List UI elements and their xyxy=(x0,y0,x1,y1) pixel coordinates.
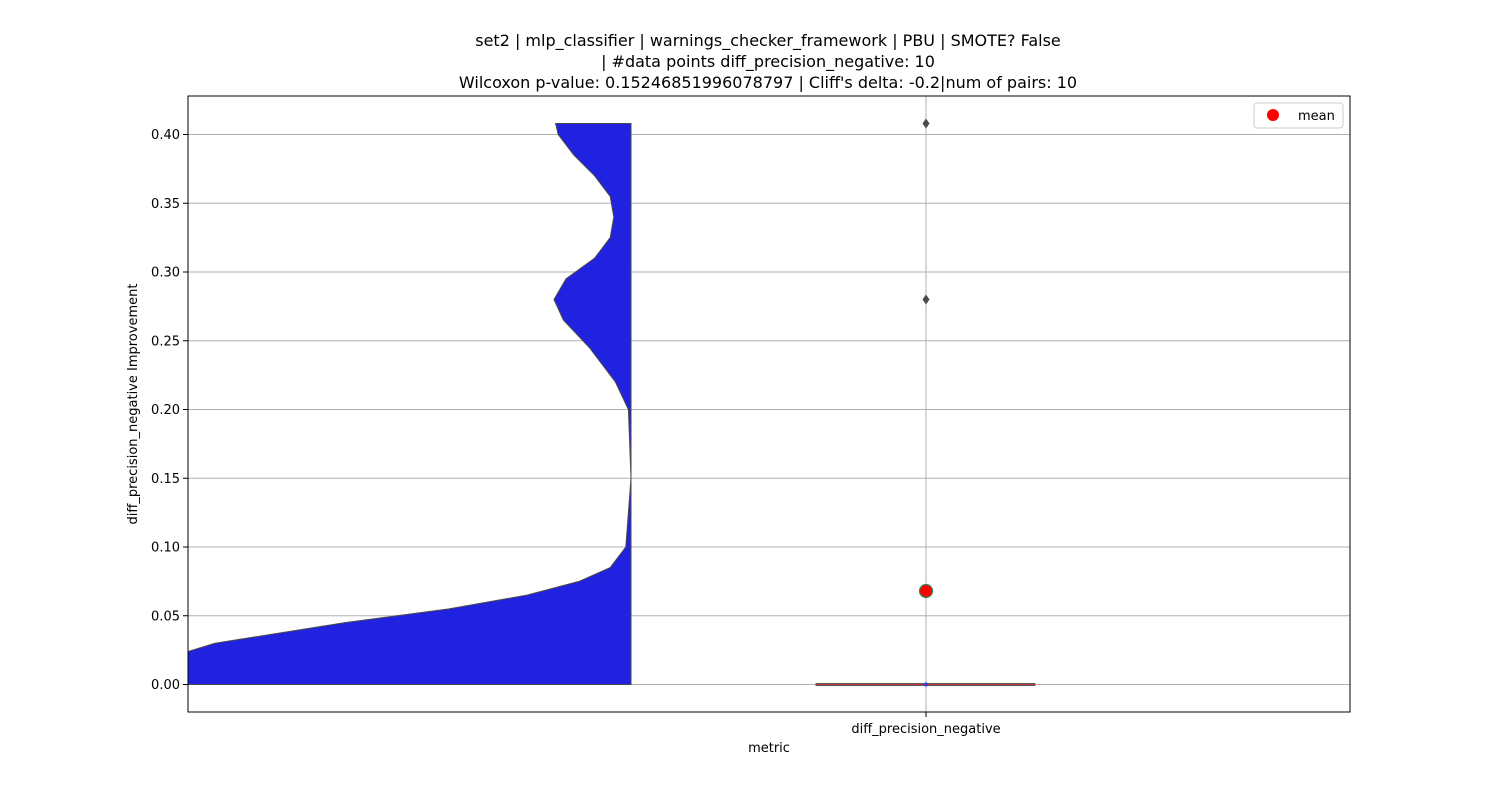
y-tick-label: 0.10 xyxy=(151,541,180,556)
legend-mean-label: mean xyxy=(1298,109,1335,124)
y-axis-ticks: 0.00 0.05 0.10 0.15 0.20 0.25 0.30 0.35 0.40 xyxy=(151,128,188,693)
legend: mean xyxy=(1253,102,1344,129)
chart-title-line-2: | #data points diff_precision_negative: … xyxy=(601,52,935,72)
y-tick-label: 0.00 xyxy=(151,678,180,693)
y-tick-label: 0.15 xyxy=(151,472,180,487)
x-axis-label: metric xyxy=(748,741,790,756)
chart-title-line-1: set2 | mlp_classifier | warnings_checker… xyxy=(475,31,1061,51)
x-axis-ticks: diff_precision_negative xyxy=(851,712,1001,737)
legend-frame xyxy=(1253,102,1344,129)
chart-title: set2 | mlp_classifier | warnings_checker… xyxy=(459,31,1077,92)
outlier-point xyxy=(922,294,930,305)
y-tick-label: 0.35 xyxy=(151,197,180,212)
legend-mean-marker xyxy=(1267,109,1279,121)
outlier-point xyxy=(922,118,930,129)
violin-body xyxy=(188,123,632,685)
y-tick-label: 0.40 xyxy=(151,128,180,143)
violin-plot xyxy=(188,123,632,685)
x-tick-label: diff_precision_negative xyxy=(851,722,1000,737)
y-tick-label: 0.05 xyxy=(151,609,180,624)
mean-marker xyxy=(918,583,934,599)
y-tick-label: 0.25 xyxy=(151,334,180,349)
box-plot xyxy=(815,118,1036,687)
grid-lines xyxy=(188,96,1350,712)
y-tick-label: 0.30 xyxy=(151,266,180,281)
box-median-point xyxy=(924,682,928,687)
y-axis-label: diff_precision_negative Improvement xyxy=(126,284,141,525)
y-tick-label: 0.20 xyxy=(151,403,180,418)
plot-area-frame xyxy=(187,95,1351,713)
chart-title-line-3: Wilcoxon p-value: 0.15246851996078797 | … xyxy=(459,73,1077,92)
